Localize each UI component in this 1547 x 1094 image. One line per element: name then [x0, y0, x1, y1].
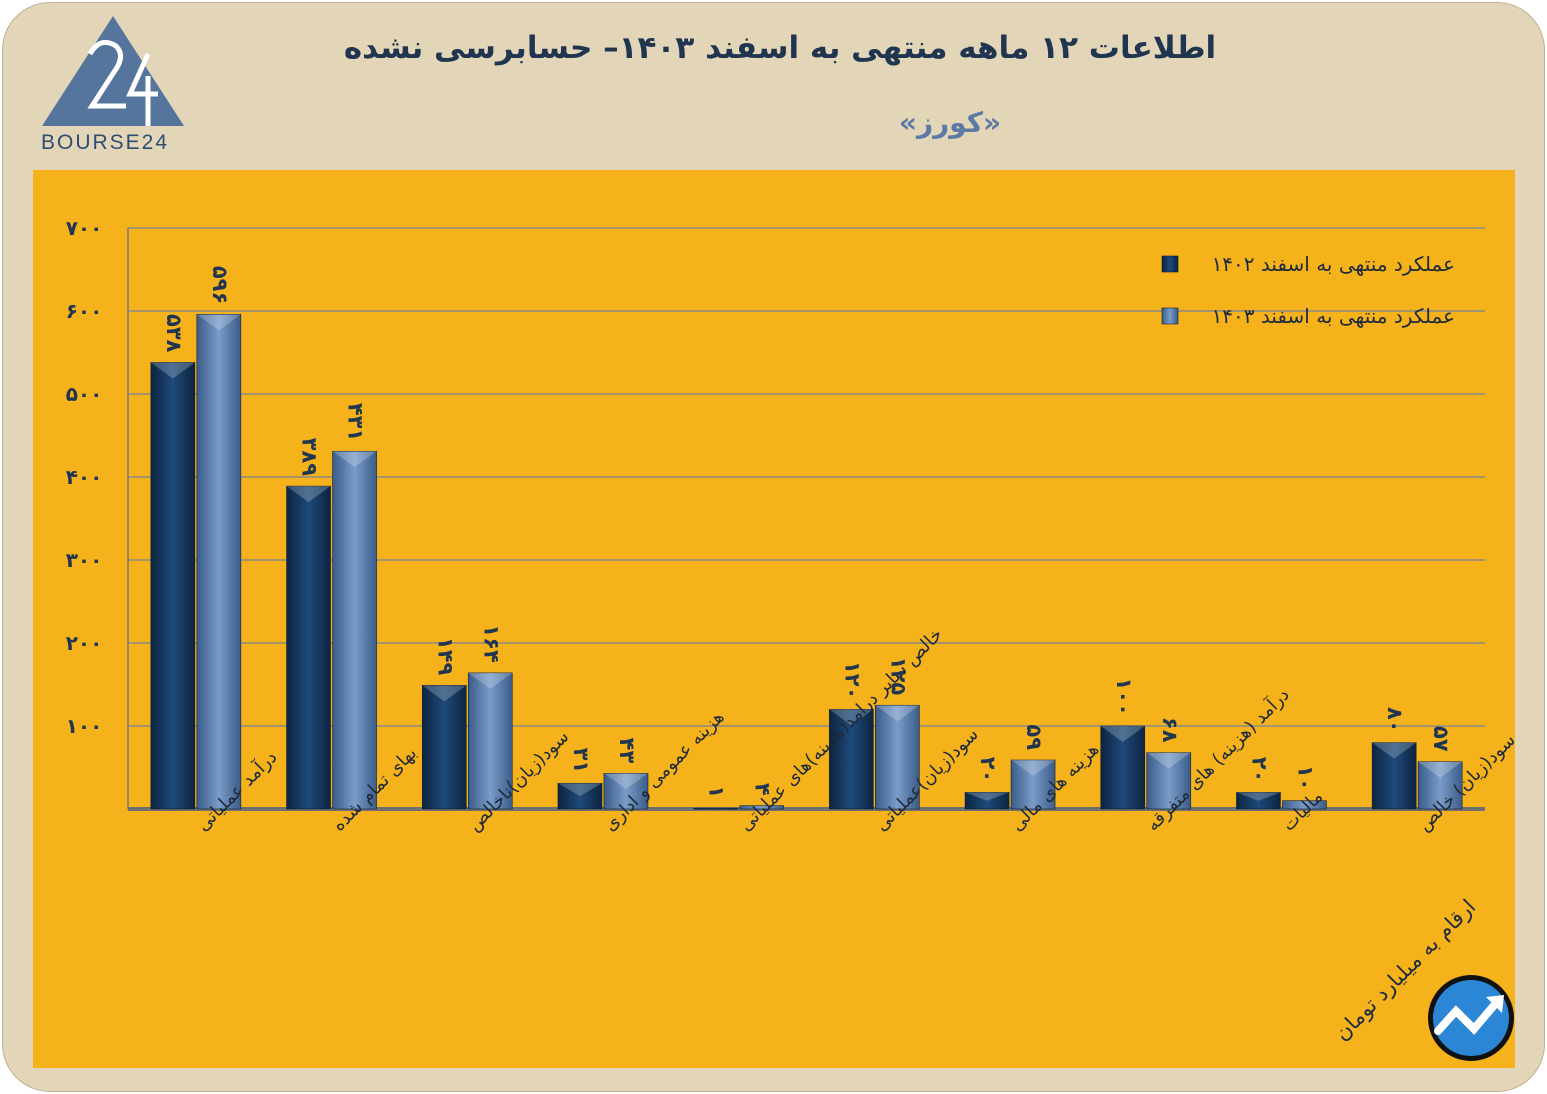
bar-value-label: ۱۲۰ — [840, 661, 864, 699]
bar-1402 — [693, 807, 738, 810]
bar-bevel — [829, 709, 874, 726]
bar-1402 — [1100, 725, 1146, 810]
bar-value-label: ۶۸ — [1158, 717, 1182, 743]
bar-bevel — [965, 792, 1010, 801]
bar-1402 — [964, 792, 1010, 810]
bar-value-label: ۴ — [751, 783, 775, 796]
bar-value-label: ۳۱ — [569, 748, 593, 774]
legend-label-1403: عملکرد منتهی به اسفند ۱۴۰۳ — [1212, 304, 1455, 328]
bar-1403 — [196, 314, 242, 810]
bar-1403 — [332, 450, 377, 810]
bar-value-label: ۵۹۶ — [208, 266, 232, 304]
chart-subtitle: «کورز» — [898, 106, 1002, 139]
y-tick-label: ۳۰۰ — [66, 548, 103, 572]
bar-1403 — [1010, 759, 1056, 810]
legend-label-1402: عملکرد منتهی به اسفند ۱۴۰۲ — [1212, 252, 1455, 276]
bar-bevel — [875, 705, 920, 722]
y-tick-label: ۱۰۰ — [66, 714, 103, 738]
bar-bevel — [1372, 742, 1417, 759]
bar-value-label: ۱۰ — [1293, 765, 1317, 791]
bar-1402 — [150, 362, 196, 810]
bar-value-label: ۴۳ — [615, 738, 639, 764]
chart-panel — [33, 170, 1515, 1068]
bar-value-label: ۱۲۵ — [886, 657, 910, 696]
bar-value-label: ۱۰۰ — [1112, 678, 1136, 716]
y-tick-label: ۲۰۰ — [66, 631, 103, 655]
bar-bevel — [332, 451, 377, 468]
bar-value-label: ۱ — [705, 785, 729, 798]
bar-1402 — [1236, 792, 1281, 810]
y-tick-label: ۴۰۰ — [66, 465, 103, 489]
bar-1403 — [1417, 761, 1463, 810]
bar-value-label: ۲۰ — [976, 757, 1000, 783]
y-tick-label: ۷۰۰ — [66, 216, 103, 240]
bar-bevel — [1418, 761, 1463, 778]
bar-bevel — [1146, 752, 1191, 769]
bar-1402 — [829, 709, 874, 810]
bar-bevel — [1236, 792, 1281, 801]
bourse24-logo-icon — [42, 16, 184, 126]
bar-1402 — [557, 782, 603, 810]
bar-1403 — [603, 773, 649, 810]
legend-swatch-1402 — [1161, 255, 1179, 273]
bar-value-label: ۲۰ — [1247, 757, 1271, 783]
bar-value-label: ۳۸۹ — [298, 438, 322, 477]
bar-value-label: ۱۶۴ — [479, 624, 503, 663]
bar-bevel — [286, 486, 331, 503]
bar-1402 — [421, 685, 467, 810]
bar-value-label: ۵۹ — [1022, 724, 1046, 750]
bar-value-label: ۸۰ — [1383, 707, 1407, 733]
bar-bevel — [196, 314, 241, 331]
chart-title: اطلاعات ۱۲ ماهه منتهی به اسفند ۱۴۰۳– حسا… — [343, 30, 1217, 66]
bar-value-label: ۴۳۱ — [344, 403, 368, 441]
bar-bevel — [150, 362, 195, 379]
bar-1403 — [1146, 752, 1192, 810]
bar-1402 — [1371, 742, 1417, 810]
bar-bevel — [468, 672, 513, 689]
bar-1403 — [875, 704, 920, 810]
bar-value-label: ۵۷ — [1429, 726, 1453, 752]
logo-text: BOURSE24 — [41, 131, 170, 154]
legend-swatch-1403 — [1161, 307, 1179, 325]
trend-badge-icon — [1428, 975, 1514, 1061]
bar-bevel — [1100, 726, 1145, 742]
bar-bevel — [557, 783, 602, 797]
y-tick-label: ۶۰۰ — [66, 299, 103, 323]
y-tick-label: ۵۰۰ — [66, 382, 103, 406]
bar-1403 — [739, 805, 784, 810]
bar-value-label: ۵۳۸ — [162, 314, 186, 353]
bar-bevel — [603, 773, 648, 790]
bar-1403 — [467, 672, 513, 810]
bar-1403 — [1282, 800, 1327, 810]
bar-bevel — [422, 685, 467, 702]
bar-value-label: ۱۴۹ — [433, 637, 457, 676]
bar-1402 — [286, 485, 331, 810]
bar-bevel — [1011, 760, 1056, 777]
